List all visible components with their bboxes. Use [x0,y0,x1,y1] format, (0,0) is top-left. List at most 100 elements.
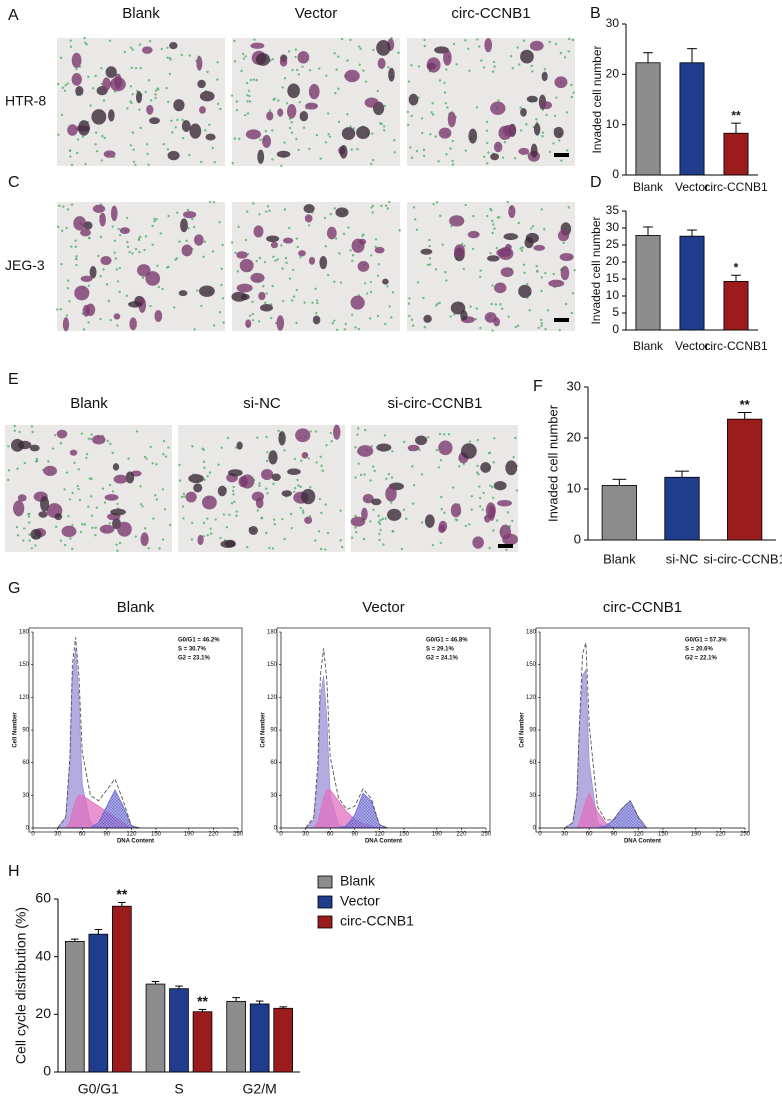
pore [431,113,435,116]
pore [75,263,78,267]
pore [464,149,468,152]
pore [147,163,150,166]
pore [339,539,342,542]
pore [64,84,67,87]
y-axis-label: Cell cycle distribution (%) [13,907,29,1064]
pore [452,42,456,46]
pore [211,146,214,150]
pore [548,40,551,44]
pore [469,305,472,308]
pore [160,47,164,51]
pore [200,304,203,308]
pore [58,204,61,208]
pore [540,208,544,211]
pore [118,290,121,294]
cell [38,511,48,518]
cell [40,496,50,512]
pore [143,455,147,459]
pore [283,537,286,541]
pore [438,79,442,82]
pore [357,462,360,465]
x-axis-label: DNA Content [624,839,661,845]
y-tick-label: 180 [267,630,278,636]
pore [479,269,482,272]
pore [390,316,393,319]
pore [388,305,391,308]
cell [276,150,291,158]
pore [493,227,496,230]
pore [75,255,78,258]
pore [63,89,67,92]
y-tick-label: 0 [43,1063,51,1079]
pore [81,135,85,139]
pore [272,482,275,486]
pore [265,292,268,295]
pore [315,299,319,302]
pore [434,268,438,271]
x-tick-label: Vector [675,180,709,194]
pore [144,235,148,238]
pore [129,100,132,103]
cell [557,230,570,242]
pore [70,245,73,248]
pore [154,89,158,92]
pore [479,505,482,508]
pore [441,243,444,246]
pore [443,433,446,436]
pore [333,52,336,55]
pore [363,282,367,285]
x-tick-label: 90 [351,832,358,838]
pore [264,301,267,305]
pore [357,327,360,331]
pore [216,102,220,106]
pore [464,203,467,207]
pore [300,459,303,462]
annotation: S = 30.7% [178,647,207,653]
pore [277,429,280,433]
cell [178,290,188,297]
pore [296,245,299,249]
pore [432,202,435,206]
error-bar [643,52,653,63]
pore [235,514,238,517]
pore [407,302,411,305]
pore [252,78,256,81]
pore [314,539,317,542]
pore [115,543,118,546]
micrograph [56,36,225,166]
pore [208,200,212,204]
pore [178,463,181,467]
pore [162,439,166,443]
pore [528,309,531,312]
cell [540,101,553,110]
pore [308,68,312,72]
pore [206,475,209,478]
pore [135,430,139,433]
pore [383,129,386,132]
cell [136,264,151,277]
pore [16,467,19,470]
y-tick-label: 150 [267,662,278,668]
bar [192,1011,213,1073]
cell [450,503,462,518]
pore [309,430,312,433]
cell [266,235,280,243]
pore [156,264,159,267]
pore [563,56,567,59]
pore [167,446,170,449]
pore [259,138,262,142]
pore [173,306,176,309]
cell [109,77,126,92]
cell [424,514,435,528]
pore [234,251,237,255]
pore [334,237,338,240]
pore [319,157,322,160]
pore [449,147,452,150]
cell [71,73,82,86]
pore [134,535,137,538]
cell [260,469,274,480]
pore [139,235,142,238]
pore [233,137,237,140]
pore [56,308,59,311]
cell [408,93,419,106]
